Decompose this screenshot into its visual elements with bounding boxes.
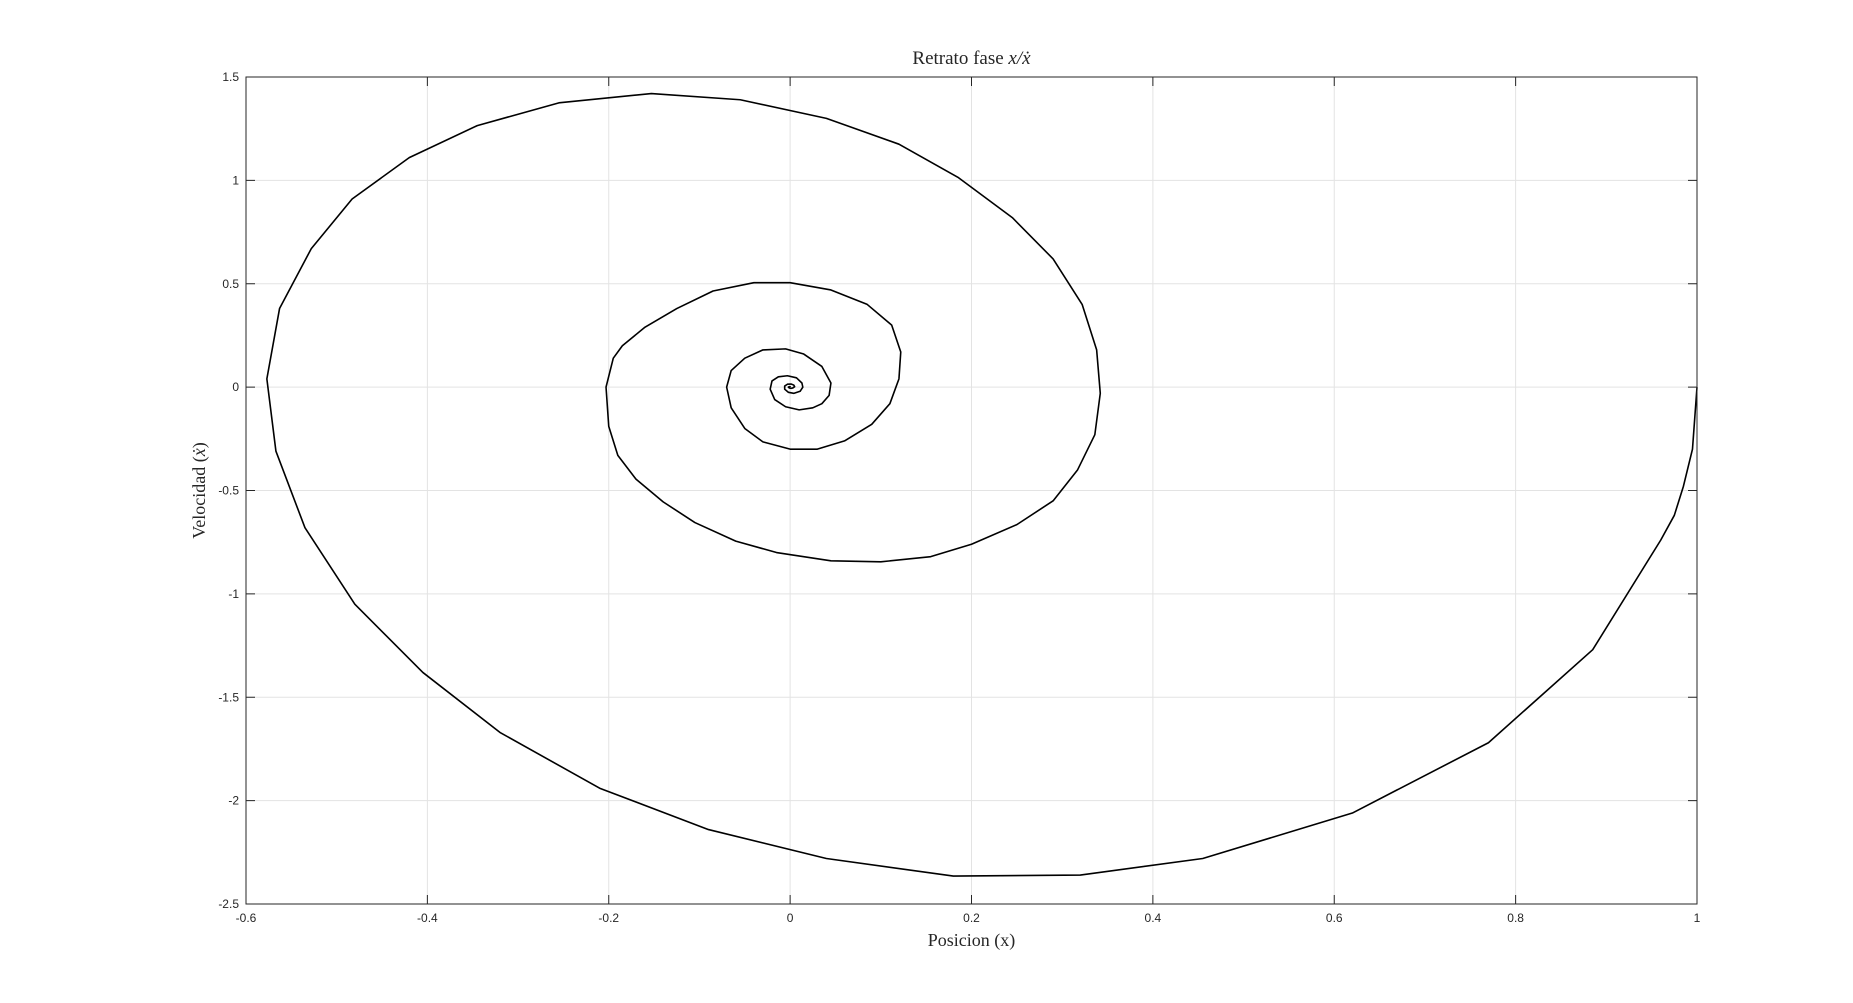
y-tick-label: 1.5	[222, 70, 239, 84]
y-tick-label: 0	[232, 380, 239, 394]
x-tick-label: -0.2	[598, 911, 619, 925]
x-axis-label: Posicion (x)	[928, 930, 1016, 951]
x-tick-label: 1	[1694, 911, 1701, 925]
y-tick-label: -2	[228, 794, 239, 808]
x-tick-label: 0.2	[963, 911, 980, 925]
y-tick-label: -0.5	[218, 484, 239, 498]
x-tick-labels: -0.6 -0.4 -0.2 0 0.2 0.4 0.6 0.8 1	[236, 911, 1701, 925]
x-tick-label: 0	[787, 911, 794, 925]
y-tick-label: 1	[232, 173, 239, 187]
x-tick-label: 0.8	[1507, 911, 1524, 925]
y-tick-label: -1	[228, 587, 239, 601]
y-tick-label: -1.5	[218, 690, 239, 704]
x-tick-label: 0.4	[1145, 911, 1162, 925]
x-tick-label: -0.4	[417, 911, 438, 925]
tick-marks	[245, 76, 1698, 905]
series-layer	[266, 92, 1698, 877]
chart-title: Retrato fase x/ẋ	[912, 48, 1031, 69]
y-axis-label: Velocidad (ẋ)	[189, 442, 210, 538]
phase-trajectory-line	[266, 92, 1698, 877]
y-tick-label: -2.5	[218, 897, 239, 911]
y-tick-label: 0.5	[222, 277, 239, 291]
grid-lines	[245, 76, 1698, 905]
y-tick-labels: -2.5 -2 -1.5 -1 -0.5 0 0.5 1 1.5	[218, 70, 239, 911]
x-tick-label: -0.6	[236, 911, 257, 925]
x-tick-label: 0.6	[1326, 911, 1343, 925]
